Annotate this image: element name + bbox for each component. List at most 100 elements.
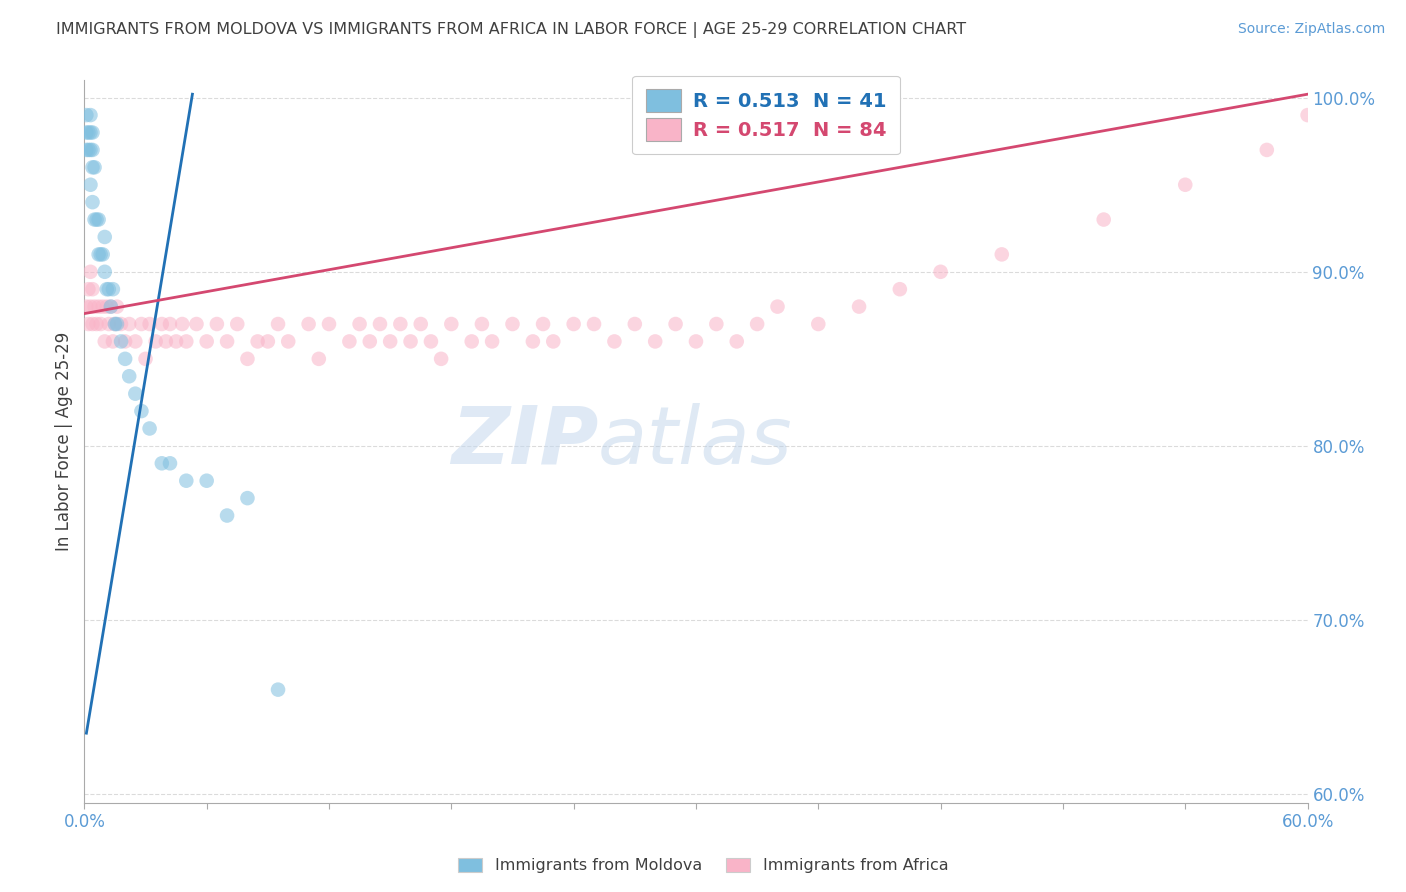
- Point: [150, 317, 173, 331]
- Point: [368, 317, 391, 331]
- Point: [349, 317, 371, 331]
- Point: [848, 300, 870, 314]
- Point: [87, 212, 110, 227]
- Point: [138, 421, 160, 435]
- Point: [96, 282, 118, 296]
- Text: Source: ZipAtlas.com: Source: ZipAtlas.com: [1237, 22, 1385, 37]
- Point: [83, 161, 105, 175]
- Point: [90, 317, 112, 331]
- Point: [889, 282, 911, 296]
- Point: [706, 317, 728, 331]
- Point: [359, 334, 381, 349]
- Point: [75, 108, 97, 122]
- Point: [114, 351, 136, 366]
- Point: [124, 334, 146, 349]
- Point: [100, 300, 122, 314]
- Point: [277, 334, 299, 349]
- Point: [101, 334, 124, 349]
- Point: [82, 143, 104, 157]
- Point: [79, 108, 101, 122]
- Point: [165, 334, 187, 349]
- Point: [135, 351, 157, 366]
- Point: [929, 265, 952, 279]
- Point: [624, 317, 647, 331]
- Point: [75, 126, 97, 140]
- Point: [665, 317, 688, 331]
- Point: [440, 317, 463, 331]
- Point: [236, 491, 259, 505]
- Point: [583, 317, 606, 331]
- Point: [725, 334, 748, 349]
- Point: [298, 317, 321, 331]
- Point: [97, 317, 120, 331]
- Point: [105, 317, 128, 331]
- Point: [226, 317, 249, 331]
- Text: ZIP: ZIP: [451, 402, 598, 481]
- Point: [104, 317, 127, 331]
- Point: [267, 317, 290, 331]
- Point: [93, 230, 115, 244]
- Point: [77, 282, 100, 296]
- Point: [747, 317, 769, 331]
- Point: [93, 265, 115, 279]
- Point: [461, 334, 484, 349]
- Point: [93, 334, 115, 349]
- Point: [118, 369, 141, 384]
- Point: [104, 317, 127, 331]
- Legend: R = 0.513  N = 41, R = 0.517  N = 84: R = 0.513 N = 41, R = 0.517 N = 84: [633, 76, 900, 154]
- Point: [543, 334, 565, 349]
- Point: [339, 334, 361, 349]
- Point: [79, 265, 101, 279]
- Point: [195, 334, 218, 349]
- Point: [131, 317, 153, 331]
- Point: [562, 317, 585, 331]
- Point: [86, 212, 108, 227]
- Point: [83, 300, 105, 314]
- Point: [110, 334, 132, 349]
- Point: [257, 334, 280, 349]
- Legend: Immigrants from Moldova, Immigrants from Africa: Immigrants from Moldova, Immigrants from…: [451, 851, 955, 880]
- Point: [1256, 143, 1278, 157]
- Point: [138, 317, 160, 331]
- Point: [79, 178, 101, 192]
- Point: [236, 351, 259, 366]
- Point: [318, 317, 340, 331]
- Point: [389, 317, 412, 331]
- Point: [159, 456, 181, 470]
- Point: [86, 317, 108, 331]
- Text: IMMIGRANTS FROM MOLDOVA VS IMMIGRANTS FROM AFRICA IN LABOR FORCE | AGE 25-29 COR: IMMIGRANTS FROM MOLDOVA VS IMMIGRANTS FR…: [56, 22, 966, 38]
- Point: [308, 351, 330, 366]
- Point: [91, 300, 114, 314]
- Point: [481, 334, 503, 349]
- Point: [100, 300, 122, 314]
- Point: [124, 386, 146, 401]
- Point: [430, 351, 453, 366]
- Point: [77, 317, 100, 331]
- Point: [195, 474, 218, 488]
- Point: [150, 456, 173, 470]
- Point: [82, 317, 104, 331]
- Point: [82, 161, 104, 175]
- Point: [101, 282, 124, 296]
- Point: [91, 247, 114, 261]
- Point: [267, 682, 290, 697]
- Point: [87, 300, 110, 314]
- Point: [174, 334, 197, 349]
- Point: [1092, 212, 1115, 227]
- Point: [186, 317, 208, 331]
- Point: [174, 474, 197, 488]
- Point: [110, 317, 132, 331]
- Point: [79, 126, 101, 140]
- Point: [807, 317, 830, 331]
- Point: [105, 300, 128, 314]
- Point: [118, 317, 141, 331]
- Point: [79, 300, 101, 314]
- Point: [471, 317, 494, 331]
- Point: [172, 317, 194, 331]
- Point: [522, 334, 544, 349]
- Point: [114, 334, 136, 349]
- Point: [217, 508, 239, 523]
- Point: [1174, 178, 1197, 192]
- Point: [77, 126, 100, 140]
- Point: [159, 317, 181, 331]
